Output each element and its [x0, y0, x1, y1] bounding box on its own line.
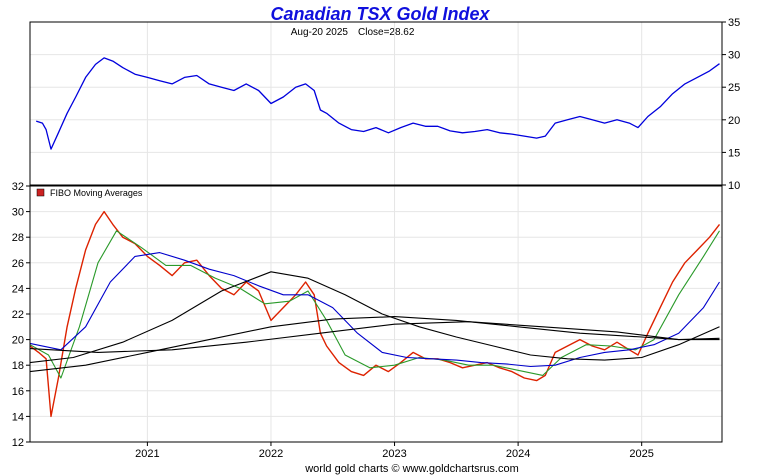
y-tick-label: 20	[728, 115, 740, 127]
price-panel-grid	[30, 21, 722, 186]
x-tick-label: 2023	[382, 448, 406, 460]
moving-average-line	[29, 321, 720, 353]
y-tick-label: 10	[728, 180, 740, 192]
chart-title: Canadian TSX Gold Index	[270, 4, 490, 24]
price-panel-frame	[29, 21, 723, 186]
y-tick-label: 26	[12, 258, 24, 270]
legend-label: FIBO Moving Averages	[50, 188, 143, 198]
y-tick-label: 18	[12, 360, 24, 372]
subtitle-close: Close=28.62	[358, 27, 415, 38]
y-tick-label: 14	[12, 411, 24, 423]
legend-swatch	[36, 188, 45, 197]
y-tick-label: 22	[12, 309, 24, 321]
price-line	[36, 57, 720, 150]
moving-average-line	[29, 316, 720, 373]
price-y-axis: 10 15 20 25 30 35	[722, 17, 740, 192]
price-series	[36, 57, 720, 150]
y-tick-label: 12	[12, 437, 24, 449]
x-tick-label: 2024	[506, 448, 530, 460]
price-panel: 10 15 20 25 30 35	[29, 17, 740, 192]
y-tick-label: 20	[12, 335, 24, 347]
x-tick-label: 2022	[259, 448, 283, 460]
moving-average-line	[29, 210, 721, 418]
ma-series	[29, 210, 721, 418]
subtitle-date: Aug-20 2025	[291, 27, 349, 38]
moving-average-line	[29, 271, 720, 364]
moving-average-line	[29, 230, 720, 379]
x-axis: 2021 2022 2023 2024 2025	[135, 442, 654, 460]
moving-average-line	[29, 252, 720, 368]
y-tick-label: 15	[728, 147, 740, 159]
credit-text: world gold charts © www.goldchartsrus.co…	[304, 463, 519, 475]
y-tick-label: 28	[12, 232, 24, 244]
y-tick-label: 16	[12, 386, 24, 398]
x-tick-label: 2021	[135, 448, 159, 460]
ma-panel-grid	[30, 185, 722, 443]
ma-y-axis: 12 14 16 18 20 22 24 26 28 30 32	[12, 181, 30, 449]
y-tick-label: 24	[12, 283, 24, 295]
y-tick-label: 25	[728, 82, 740, 94]
y-tick-label: 32	[12, 181, 24, 193]
y-tick-label: 30	[728, 50, 740, 62]
y-tick-label: 30	[12, 207, 24, 219]
y-tick-label: 35	[728, 17, 740, 29]
x-tick-label: 2025	[629, 448, 653, 460]
